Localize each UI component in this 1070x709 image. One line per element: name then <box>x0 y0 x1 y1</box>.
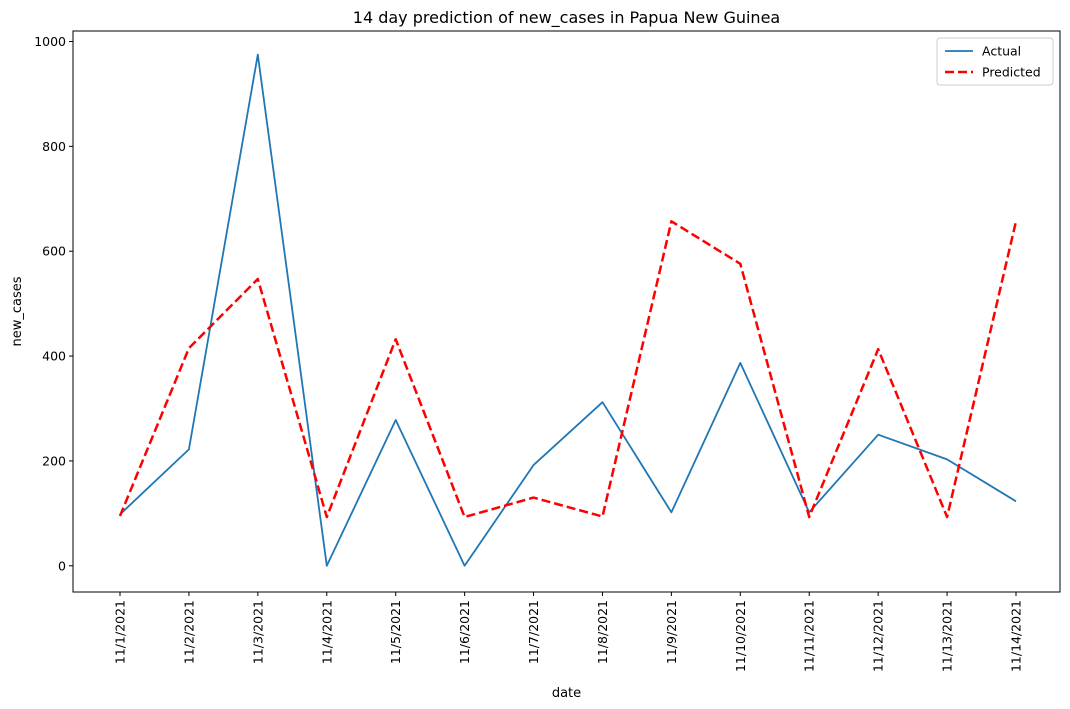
x-tick-label: 11/4/2021 <box>319 600 334 664</box>
x-axis-ticks: 11/1/2021 11/2/2021 11/3/2021 11/4/2021 11/5… <box>113 592 1024 672</box>
plot-frame <box>72 30 1061 593</box>
series-line-predicted <box>118 220 1018 519</box>
y-tick-label: 0 <box>58 558 66 573</box>
series-line-actual <box>119 53 1017 567</box>
y-tick-label: 1000 <box>34 34 66 49</box>
y-tick-label: 200 <box>42 453 66 468</box>
x-tick-label: 11/5/2021 <box>388 600 403 664</box>
y-tick-label: 800 <box>42 139 66 154</box>
x-tick-label: 11/7/2021 <box>526 600 541 664</box>
x-tick-label: 11/13/2021 <box>940 600 955 672</box>
y-axis-ticks: 0 200 400 600 800 1000 <box>34 34 73 573</box>
x-tick-label: 11/2/2021 <box>181 600 196 664</box>
x-tick-label: 11/3/2021 <box>250 600 265 664</box>
x-axis-label: date <box>552 686 581 701</box>
y-tick-label: 600 <box>42 244 66 259</box>
chart-title: 14 day prediction of new_cases in Papua … <box>353 8 780 28</box>
x-tick-label: 11/14/2021 <box>1009 600 1024 672</box>
x-tick-label: 11/1/2021 <box>113 600 128 664</box>
x-tick-label: 11/9/2021 <box>664 600 679 664</box>
legend-label-predicted: Predicted <box>982 65 1041 80</box>
x-tick-label: 11/11/2021 <box>802 600 817 672</box>
y-axis-label: new_cases <box>10 276 25 346</box>
legend: Actual Predicted <box>936 37 1054 86</box>
x-tick-label: 11/8/2021 <box>595 600 610 664</box>
x-tick-label: 11/10/2021 <box>733 600 748 672</box>
y-tick-label: 400 <box>42 349 66 364</box>
series-layer <box>118 53 1018 567</box>
x-tick-label: 11/6/2021 <box>457 600 472 664</box>
legend-label-actual: Actual <box>982 44 1021 59</box>
x-tick-label: 11/12/2021 <box>871 600 886 672</box>
